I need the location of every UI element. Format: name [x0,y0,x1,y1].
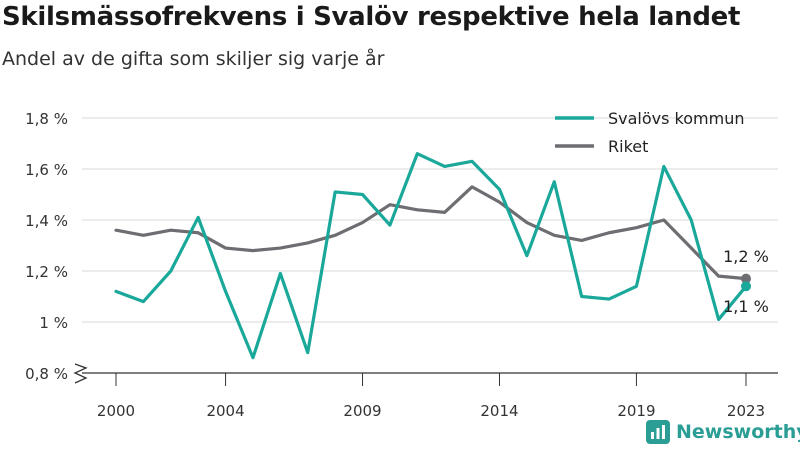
x-tick-label: 2023 [727,402,765,420]
chart-subtitle: Andel av de gifta som skiljer sig varje … [2,48,385,70]
y-tick-label: 1 % [39,314,68,332]
x-tick-label: 2000 [97,402,135,420]
x-tick-label: 2009 [343,402,381,420]
end-point-riket [741,273,751,284]
chart-title: Skilsmässofrekvens i Svalöv respektive h… [2,2,741,32]
end-point-svalovs-kommun [741,281,751,292]
y-tick-label: 1,6 % [25,161,68,179]
legend: Svalövs kommun Riket [555,109,745,156]
y-tick-label: 0,8 % [25,365,68,383]
end-markers: 1,1 % 1,2 % [723,247,769,316]
bar-chart-logo-icon [646,420,670,444]
y-axis-tick-labels: 0,8 % 1 % 1,2 % 1,4 % 1,6 % 1,8 % [25,110,88,384]
end-label-svalovs-kommun: 1,1 % [723,297,769,316]
legend-label-riket: Riket [608,137,648,156]
y-tick-label: 1,8 % [25,110,68,128]
brand-logo: Newsworthy [646,419,800,445]
brand-name: Newsworthy [676,421,800,443]
axis-break-icon [73,363,88,384]
x-tick-label: 2019 [617,402,655,420]
legend-label-svalovs-kommun: Svalövs kommun [608,109,745,128]
series-line-svalovs-kommun [114,152,748,360]
series-lines [114,152,748,360]
gridlines [82,117,778,323]
y-tick-label: 1,4 % [25,212,68,230]
end-label-riket: 1,2 % [723,247,769,266]
series-line-riket [114,185,748,281]
x-tick-label: 2004 [206,402,244,420]
y-tick-label: 1,2 % [25,263,68,281]
x-axis: 2000 2004 2009 2014 2019 2023 [82,372,778,420]
x-tick-label: 2014 [480,402,518,420]
